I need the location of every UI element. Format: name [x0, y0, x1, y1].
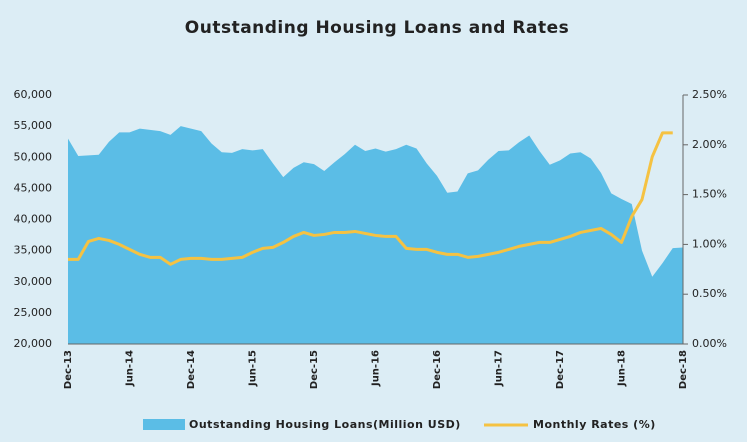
x-tick-label: Jun-14 [125, 350, 136, 387]
chart-title: Outstanding Housing Loans and Rates [185, 18, 569, 38]
line [68, 131, 673, 266]
x-tick-label: Dec-16 [432, 350, 443, 389]
y2-tick-label: 0.00% [692, 337, 727, 350]
x-tick-label: Dec-15 [309, 350, 320, 389]
y2-tick-label: 1.50% [692, 188, 727, 201]
legend-swatch [143, 419, 185, 430]
x-tick-label: Dec-18 [678, 350, 689, 389]
x-tick-label: Jun-16 [371, 350, 382, 387]
y-tick-label: 30,000 [14, 275, 53, 288]
x-tick-label: Dec-14 [186, 350, 197, 389]
x-tick-label: Jun-15 [248, 350, 259, 387]
y-tick-label: 50,000 [14, 150, 53, 163]
y-tick-label: 60,000 [14, 88, 53, 101]
x-tick-label: Jun-17 [494, 350, 505, 387]
y2-tick-label: 1.00% [692, 237, 727, 250]
legend-label: Outstanding Housing Loans(Million USD) [189, 418, 461, 431]
y2-tick-label: 0.50% [692, 287, 727, 300]
y2-tick-label: 2.00% [692, 138, 727, 151]
y-tick-label: 45,000 [14, 181, 53, 194]
y-tick-label: 25,000 [14, 306, 53, 319]
y-tick-label: 55,000 [14, 119, 53, 132]
x-tick-label: Jun-18 [617, 350, 628, 387]
y2-tick-label: 2.50% [692, 88, 727, 101]
y-tick-label: 20,000 [14, 337, 53, 350]
y-tick-label: 40,000 [14, 213, 53, 226]
x-tick-label: Dec-17 [555, 350, 566, 389]
x-tick-label: Dec-13 [63, 350, 74, 389]
y-tick-label: 35,000 [14, 244, 53, 257]
legend-label: Monthly Rates (%) [533, 418, 656, 431]
